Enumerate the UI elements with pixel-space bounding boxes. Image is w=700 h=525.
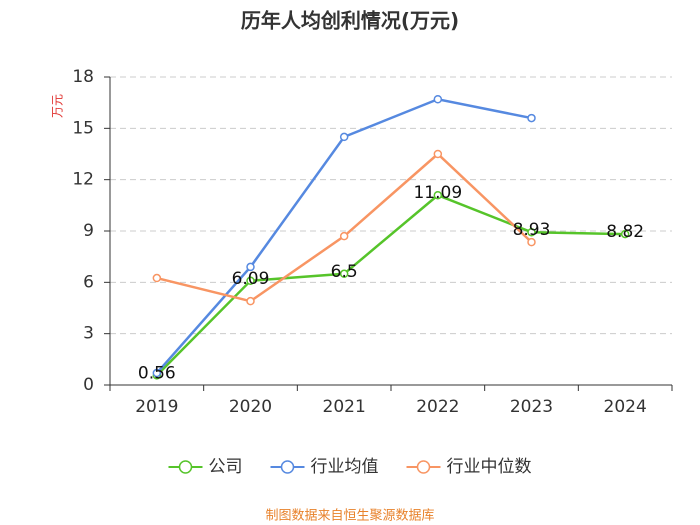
data-point	[527, 237, 536, 247]
data-point	[339, 132, 349, 142]
data-point	[433, 94, 443, 104]
data-point	[433, 190, 443, 200]
data-point	[620, 229, 630, 239]
series-line	[155, 193, 626, 377]
data-label: 8.93	[513, 220, 551, 240]
legend-marker	[280, 460, 295, 474]
y-tick-label: 3	[83, 324, 94, 344]
data-point	[246, 276, 255, 286]
x-tick-label: 2024	[604, 397, 647, 417]
legend-label: 行业均值	[311, 457, 379, 477]
chart-title: 历年人均创利情况(万元)	[241, 9, 459, 33]
data-label: 11.09	[413, 183, 462, 203]
x-tick-label: 2021	[323, 397, 366, 417]
y-tick-label: 12	[72, 170, 94, 190]
legend-item[interactable]: 公司	[168, 457, 243, 477]
data-point	[339, 231, 349, 241]
y-tick-label: 6	[83, 272, 94, 292]
data-point	[527, 227, 536, 237]
legend-marker	[178, 460, 193, 474]
data-point	[339, 269, 349, 279]
data-point	[433, 149, 443, 159]
legend-label: 公司	[209, 457, 243, 477]
data-point	[246, 262, 255, 272]
y-tick-label: 18	[72, 67, 94, 87]
legend-label: 行业中位数	[447, 457, 532, 477]
data-label: 8.82	[606, 222, 644, 242]
y-tick-label: 9	[83, 221, 94, 241]
y-tick-label: 0	[83, 375, 94, 395]
legend-marker	[416, 460, 431, 474]
source: 制图数据来自恒生聚源数据库	[265, 508, 434, 524]
data-label: 6.09	[232, 269, 270, 289]
x-tick-label: 2023	[510, 397, 553, 417]
data-point	[152, 368, 162, 378]
data-point	[527, 113, 536, 123]
legend-item[interactable]: 行业均值	[270, 457, 379, 477]
legend-item[interactable]: 行业中位数	[406, 457, 532, 477]
x-tick-label: 2019	[135, 397, 178, 417]
y-tick-label: 15	[72, 118, 94, 138]
data-label: 6.5	[331, 262, 358, 282]
data-point	[246, 296, 255, 306]
data-point	[152, 273, 162, 283]
x-tick-label: 2020	[229, 397, 272, 417]
x-tick-label: 2022	[416, 397, 459, 417]
data-label: 0.56	[138, 363, 176, 383]
y-axis-label: 万元	[51, 94, 65, 118]
